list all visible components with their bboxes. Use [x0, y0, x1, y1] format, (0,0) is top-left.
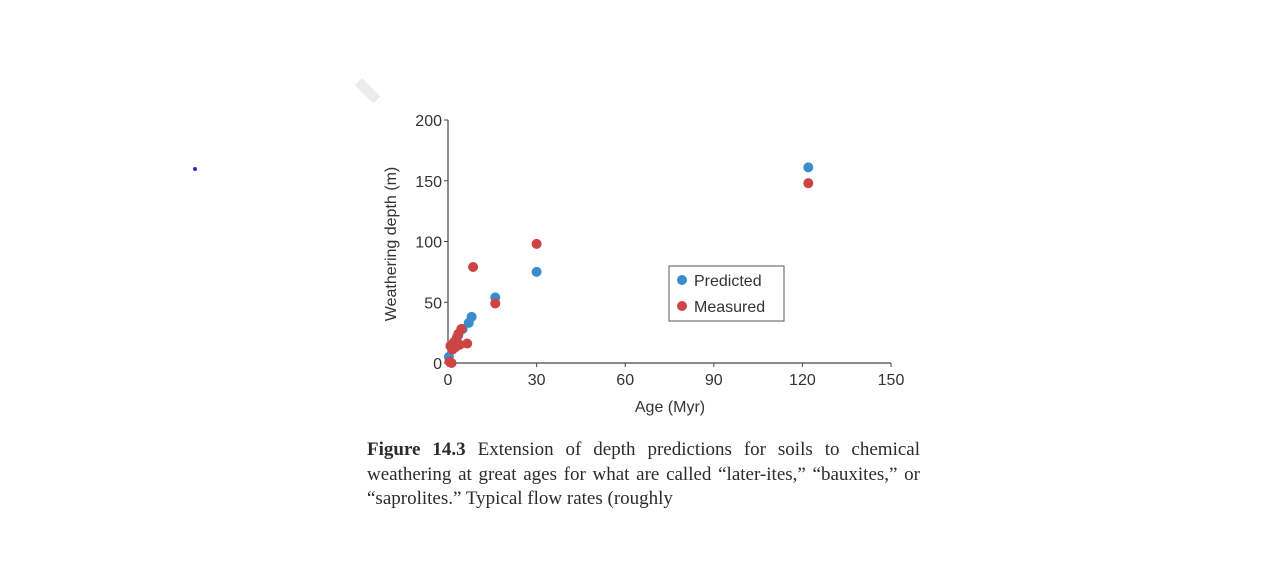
y-tick-label: 200: [415, 113, 442, 130]
x-tick-label: 60: [616, 372, 634, 389]
predicted-point: [531, 266, 542, 277]
legend-label-measured: Measured: [694, 299, 765, 316]
x-tick-label: 0: [444, 372, 453, 389]
y-tick-label: 50: [424, 295, 442, 312]
measured-point: [531, 238, 542, 249]
x-axis-title: Age (Myr): [635, 399, 705, 416]
measured-point: [462, 338, 473, 349]
measured-point: [456, 323, 467, 334]
measured-point: [468, 262, 479, 273]
stray-dot-mark: [193, 167, 197, 171]
predicted-point: [803, 162, 814, 173]
legend-label-predicted: Predicted: [694, 273, 762, 290]
scatter-chart: 0 30 60 90 120 150 0 50 100 150 200 Age (Myr) Wea…: [383, 113, 905, 416]
x-axis-ticks: 0 30 60 90 120 150: [444, 363, 905, 389]
predicted-point: [466, 311, 477, 322]
measured-point: [490, 298, 501, 309]
legend-marker-measured: [677, 301, 687, 311]
measured-point: [446, 358, 457, 368]
figure-caption-label: Figure 14.3: [367, 439, 466, 460]
y-tick-label: 100: [415, 235, 442, 252]
measured-point: [803, 178, 814, 189]
x-tick-label: 90: [705, 372, 723, 389]
measured-point: [454, 339, 465, 350]
x-tick-label: 120: [789, 372, 816, 389]
y-tick-label: 0: [433, 356, 442, 373]
y-tick-label: 150: [415, 174, 442, 191]
y-axis-ticks: 0 50 100 150 200: [415, 113, 448, 373]
data-points: [443, 162, 814, 368]
x-tick-label: 150: [878, 372, 905, 389]
legend-box: [668, 265, 785, 322]
figure-caption-text: Extension of depth predictions for soils…: [367, 439, 920, 509]
chart-legend: Predicted Measured: [668, 265, 785, 322]
y-axis-title: Weathering depth (m): [383, 167, 400, 321]
chart-axes: [447, 120, 891, 364]
x-tick-label: 30: [528, 372, 546, 389]
figure-caption: Figure 14.3 Extension of depth predictio…: [367, 438, 920, 512]
legend-marker-predicted: [677, 275, 687, 285]
